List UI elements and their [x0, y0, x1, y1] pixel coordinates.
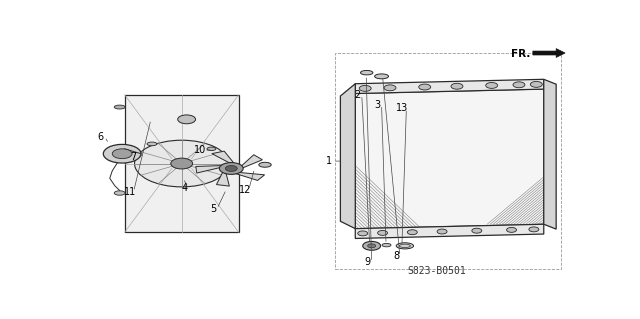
Ellipse shape: [374, 74, 388, 79]
Polygon shape: [355, 224, 544, 239]
Text: 12: 12: [239, 185, 251, 195]
Polygon shape: [236, 172, 264, 181]
Circle shape: [363, 241, 381, 250]
Polygon shape: [241, 155, 262, 168]
Circle shape: [507, 227, 516, 232]
Polygon shape: [216, 172, 229, 186]
Circle shape: [437, 229, 447, 234]
Circle shape: [171, 158, 193, 169]
Circle shape: [384, 85, 396, 91]
Ellipse shape: [259, 162, 271, 167]
Polygon shape: [544, 79, 556, 229]
Text: 11: 11: [124, 187, 136, 197]
Circle shape: [529, 227, 539, 232]
Text: 9: 9: [365, 257, 371, 267]
Polygon shape: [196, 166, 222, 173]
Circle shape: [358, 231, 367, 236]
Text: 3: 3: [374, 100, 381, 110]
Circle shape: [225, 166, 237, 171]
Text: FR.: FR.: [511, 49, 531, 59]
Circle shape: [419, 84, 431, 90]
Polygon shape: [212, 151, 234, 163]
Text: 2: 2: [355, 90, 361, 100]
Ellipse shape: [207, 147, 216, 151]
Circle shape: [451, 83, 463, 89]
Circle shape: [378, 230, 388, 235]
Ellipse shape: [360, 70, 373, 75]
Polygon shape: [355, 79, 544, 93]
Text: 13: 13: [396, 103, 408, 113]
Text: 5: 5: [210, 204, 216, 214]
Bar: [335, 53, 561, 269]
Circle shape: [134, 140, 229, 187]
Polygon shape: [340, 84, 355, 229]
Circle shape: [408, 230, 417, 235]
Text: 1: 1: [326, 156, 332, 166]
Circle shape: [220, 163, 243, 174]
Circle shape: [359, 85, 371, 91]
Text: S823-B0501: S823-B0501: [408, 266, 467, 276]
Circle shape: [513, 82, 525, 88]
Circle shape: [112, 149, 132, 159]
Ellipse shape: [114, 105, 125, 109]
Circle shape: [103, 145, 141, 163]
Ellipse shape: [147, 142, 157, 146]
Circle shape: [178, 115, 196, 124]
Ellipse shape: [382, 243, 391, 247]
Text: 7: 7: [130, 152, 136, 162]
Polygon shape: [355, 89, 544, 229]
Circle shape: [367, 244, 376, 248]
Text: 8: 8: [393, 251, 399, 261]
Ellipse shape: [114, 191, 125, 195]
Circle shape: [486, 83, 498, 88]
Text: 6: 6: [98, 131, 104, 142]
Circle shape: [531, 81, 542, 87]
Circle shape: [472, 228, 482, 233]
Text: 10: 10: [194, 145, 206, 155]
Ellipse shape: [396, 243, 413, 249]
Text: 4: 4: [181, 183, 188, 193]
Polygon shape: [125, 95, 239, 232]
Polygon shape: [533, 48, 565, 57]
